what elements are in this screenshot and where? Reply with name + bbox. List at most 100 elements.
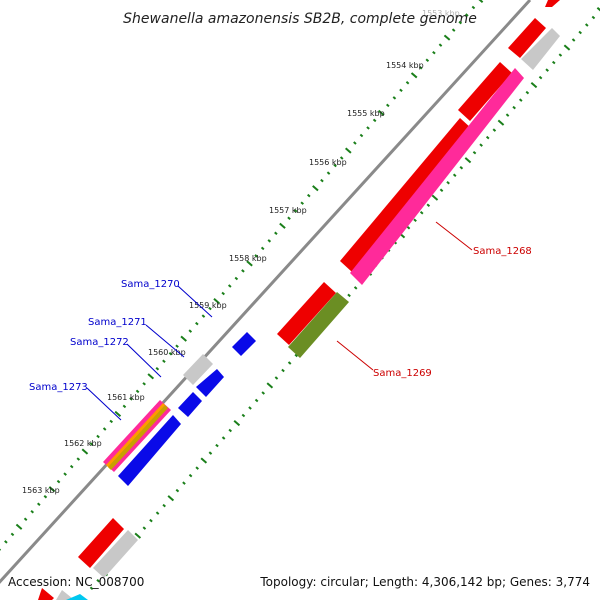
- outer-tick: [563, 44, 571, 51]
- reverse-strand-features: [56, 28, 560, 600]
- ruler-tick: [129, 397, 133, 401]
- gene-feature-blue[interactable]: [118, 415, 181, 486]
- ruler-tick: [372, 118, 377, 123]
- outer-tick: [142, 526, 147, 530]
- ruler-tick: [201, 314, 206, 318]
- gene-label-sama-1272[interactable]: Sama_1272: [70, 337, 129, 348]
- outer-tick: [545, 68, 549, 72]
- ruler-tick: [241, 269, 245, 273]
- hit-region: [103, 400, 171, 472]
- ruler-tick: [188, 329, 193, 333]
- outer-tick: [558, 53, 563, 57]
- ruler-tick: [63, 472, 67, 476]
- outer-tick: [221, 436, 226, 440]
- gene-feature-red[interactable]: [78, 518, 124, 568]
- ruler-tick: [458, 20, 463, 25]
- ruler-tick: [339, 156, 344, 160]
- outer-tick: [538, 75, 543, 80]
- ruler-tick: [392, 96, 397, 100]
- ruler-tick: [56, 479, 61, 484]
- ruler-label-1554: 1554 kbp: [386, 61, 424, 70]
- gene-label-sama-1268[interactable]: Sama_1268: [473, 246, 532, 257]
- ruler-label-1561: 1561 kbp: [107, 393, 145, 402]
- outer-tick-track: [89, 6, 600, 590]
- outer-tick: [208, 451, 213, 455]
- ruler-tick: [147, 373, 155, 380]
- outer-tick: [426, 203, 431, 207]
- ruler-tick: [109, 419, 114, 424]
- ruler-tick: [377, 109, 385, 116]
- gene-feature-red[interactable]: [38, 588, 54, 600]
- ruler-tick: [213, 297, 220, 305]
- outer-tick: [505, 113, 510, 117]
- outer-tick: [518, 98, 523, 102]
- gene-feature-gray[interactable]: [56, 590, 72, 600]
- outer-tick: [571, 38, 576, 42]
- ruler-tick: [405, 81, 410, 85]
- outer-tick: [596, 6, 600, 12]
- ruler-tick: [10, 532, 15, 537]
- ruler-tick: [312, 185, 319, 192]
- ruler-tick: [438, 43, 443, 47]
- outer-tick: [472, 150, 477, 155]
- gene-feature-gray[interactable]: [183, 354, 213, 385]
- outer-tick: [248, 406, 252, 410]
- ruler-tick: [418, 65, 423, 70]
- ruler-tick: [246, 260, 253, 267]
- gene-feature-blue[interactable]: [232, 332, 256, 356]
- ruler-tick: [4, 540, 8, 544]
- outer-tick: [200, 457, 208, 464]
- ruler-tick: [102, 427, 107, 431]
- gene-feature-cyan[interactable]: [66, 594, 88, 600]
- gene-feature-red[interactable]: [340, 118, 472, 272]
- ruler-tick: [366, 126, 370, 130]
- gene-feature-gray[interactable]: [93, 530, 138, 578]
- gene-feature-red[interactable]: [508, 18, 546, 58]
- accession-text: Accession: NC_008700: [8, 575, 144, 589]
- outer-tick: [261, 391, 266, 395]
- ruler-tick: [333, 163, 337, 168]
- ruler-tick: [451, 28, 456, 32]
- outer-tick: [274, 376, 279, 380]
- ruler-label-1556: 1556 kbp: [309, 158, 347, 167]
- gene-feature-red[interactable]: [545, 0, 560, 7]
- ruler-label-1560: 1560 kbp: [148, 348, 186, 357]
- gene-feature-red[interactable]: [277, 282, 336, 345]
- gene-label-sama-1269[interactable]: Sama_1269: [373, 368, 432, 379]
- ruler-label-1557: 1557 kbp: [269, 206, 307, 215]
- ruler-tick: [37, 502, 41, 506]
- ruler-tick: [96, 434, 100, 439]
- gene-label-sama-1270[interactable]: Sama_1270: [121, 279, 180, 290]
- ruler-label-1562: 1562 kbp: [64, 439, 102, 448]
- ruler-tick: [23, 517, 28, 522]
- ruler-tick: [48, 486, 56, 493]
- label-leaders: [86, 221, 473, 421]
- ruler-tick: [234, 276, 239, 281]
- ruler-tick: [293, 208, 298, 213]
- gene-feature-blue[interactable]: [178, 392, 202, 417]
- ruler-tick: [168, 351, 173, 356]
- ruler-tick: [221, 291, 225, 296]
- ruler-tick: [274, 231, 278, 236]
- ruler-tick: [410, 72, 418, 79]
- ruler-tick: [114, 410, 122, 417]
- gene-feature-gray[interactable]: [521, 28, 560, 70]
- outer-tick: [175, 488, 180, 493]
- ruler-tick: [260, 246, 265, 251]
- gene-label-sama-1271[interactable]: Sama_1271: [88, 317, 147, 328]
- gene-feature-blue[interactable]: [196, 369, 224, 397]
- outer-tick: [406, 226, 411, 230]
- outer-tick: [281, 368, 285, 373]
- leader-sama-1272: [126, 343, 162, 378]
- ruler-tick: [15, 523, 23, 530]
- ruler-labels: 1553 kbp 1554 kbp 1555 kbp 1556 kbp 1557…: [22, 9, 460, 495]
- ruler-tick: [471, 5, 476, 10]
- gene-feature-red[interactable]: [458, 62, 512, 121]
- gene-feature-olive[interactable]: [288, 292, 349, 358]
- ruler-tick: [465, 13, 469, 17]
- leader-sama-1268: [435, 221, 473, 251]
- outer-tick: [215, 443, 219, 448]
- gene-label-sama-1273[interactable]: Sama_1273: [29, 382, 88, 393]
- ruler-tick: [122, 404, 127, 409]
- gene-feature-magenta[interactable]: [350, 68, 524, 285]
